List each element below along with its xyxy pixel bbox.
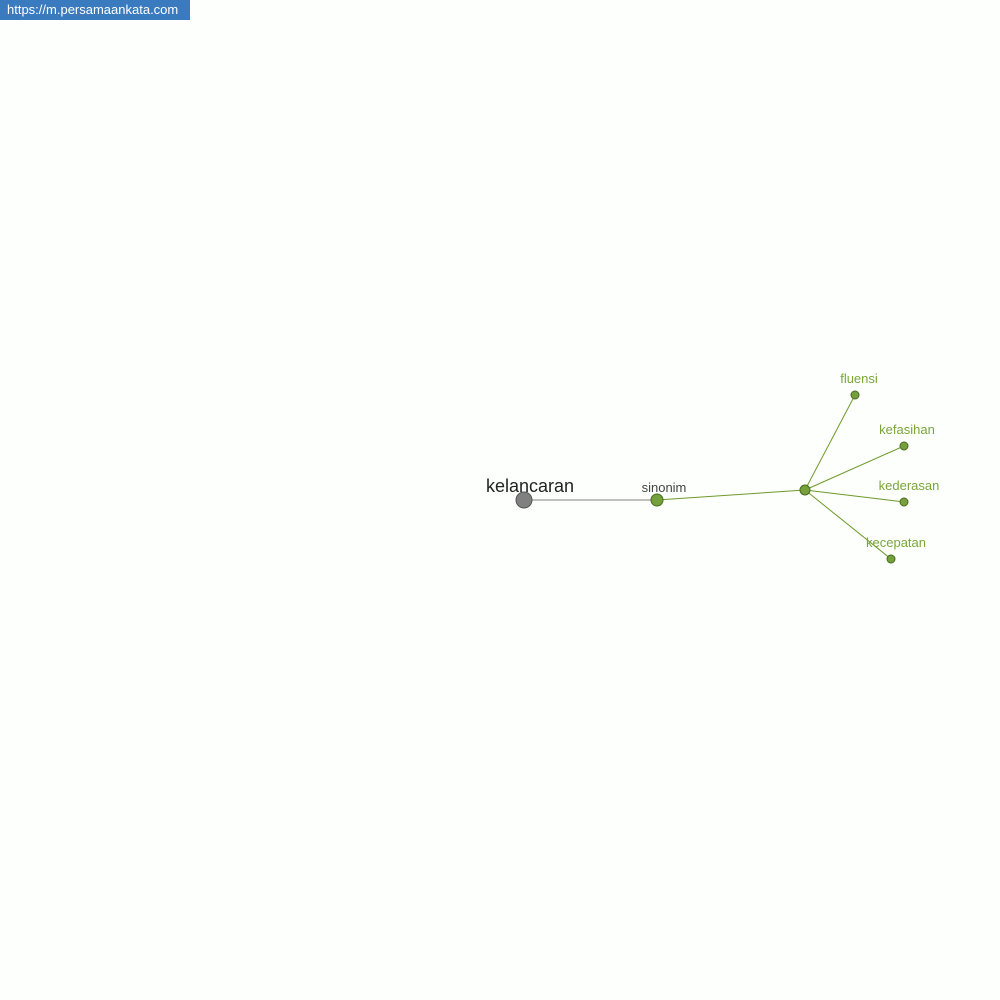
relation-node[interactable] (650, 493, 664, 507)
edge-hub-kefasihan (804, 445, 905, 491)
word-label-kecepatan[interactable]: kecepatan (866, 535, 926, 550)
edge-hub-kederasan (804, 489, 905, 503)
edge-hub-fluensi (804, 394, 856, 491)
root-label[interactable]: kelancaran (486, 476, 574, 496)
root-node[interactable] (515, 491, 533, 509)
word-label-kederasan[interactable]: kederasan (879, 478, 940, 493)
word-label-kefasihan[interactable]: kefasihan (879, 422, 935, 437)
edge-hub-kecepatan (804, 489, 892, 560)
word-node-kecepatan[interactable] (886, 554, 896, 564)
relation-label[interactable]: sinonim (642, 480, 687, 495)
word-node-fluensi[interactable] (850, 390, 860, 400)
site-url-banner[interactable]: https://m.persamaankata.com (0, 0, 190, 20)
hub-node[interactable] (799, 484, 811, 496)
word-label-fluensi[interactable]: fluensi (840, 371, 878, 386)
word-node-kefasihan[interactable] (899, 441, 909, 451)
word-node-kederasan[interactable] (899, 497, 909, 507)
edge-relation-hub (656, 489, 806, 501)
